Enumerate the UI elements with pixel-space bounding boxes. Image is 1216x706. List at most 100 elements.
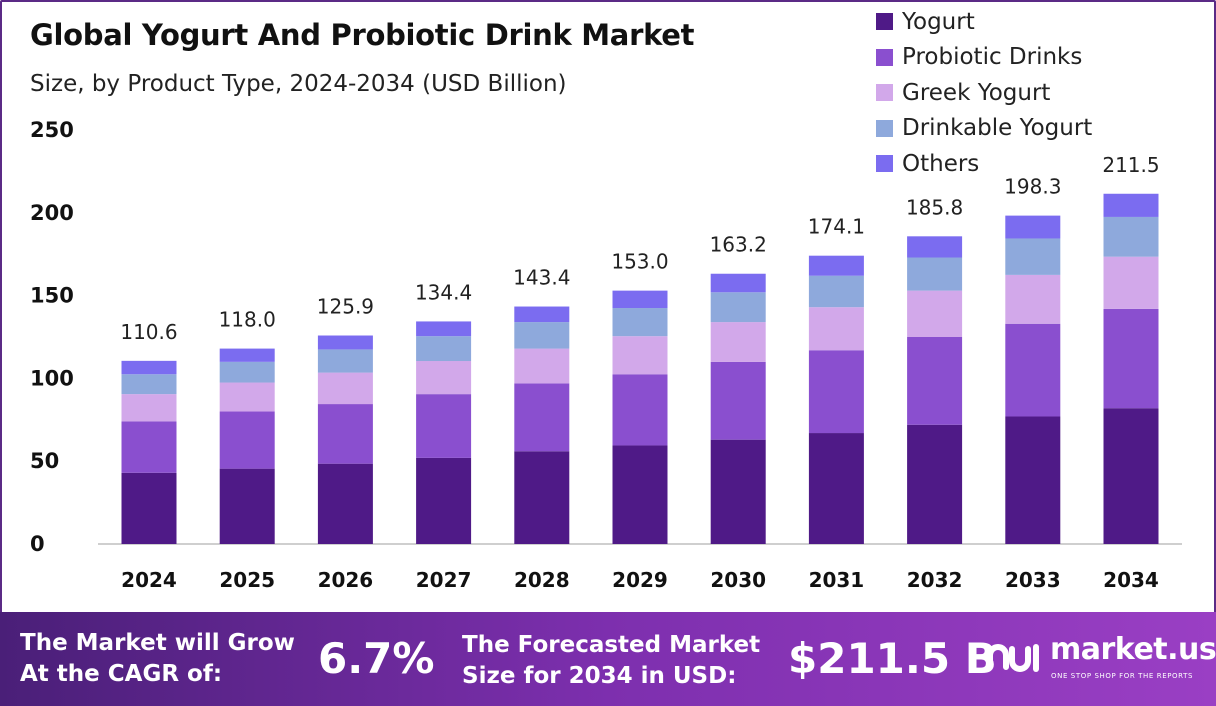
x-tick-label: 2027 [416,568,472,592]
legend-label-others: Others [902,150,980,177]
bar-segment-drinkable-yogurt [219,361,275,383]
bar-stack-2031: 174.1 [808,215,865,544]
x-tick-label: 2025 [219,568,275,592]
bar-segment-others [317,335,373,350]
bar-segment-yogurt [808,433,864,544]
bar-segment-others [416,321,472,337]
forecast-label: The Forecasted Market Size for 2034 in U… [462,630,760,692]
legend-label-drinkable-yogurt: Drinkable Yogurt [902,115,1093,142]
market-us-logo-icon [987,644,1039,672]
bar-segment-greek-yogurt [121,394,177,422]
bar-stack-2028: 143.4 [513,266,570,544]
bar-segment-others [514,306,570,323]
bar-segment-drinkable-yogurt [612,308,668,337]
bar-stack-2034: 211.5 [1102,153,1160,544]
bar-stack-2033: 198.3 [1004,175,1061,544]
bar-segment-probiotic-drinks [121,421,177,473]
bar-stack-2024: 110.6 [120,320,178,544]
legend-label-probiotic-drinks: Probiotic Drinks [902,44,1083,71]
bar-segment-greek-yogurt [317,372,373,405]
bar-segment-others [907,236,963,258]
legend: Yogurt Probiotic Drinks Greek Yogurt Dri… [876,4,1092,182]
bar-segment-probiotic-drinks [1103,308,1159,409]
bar-segment-drinkable-yogurt [317,349,373,373]
chart-subtitle: Size, by Product Type, 2024-2034 (USD Bi… [30,71,567,97]
legend-label-yogurt: Yogurt [902,8,975,35]
bar-segment-greek-yogurt [710,322,766,362]
stacked-bar-chart: 0 50 100 150 200 250 110.6 118.0 125.9 134.4 143.… [30,118,1182,592]
bar-segment-yogurt [416,457,472,544]
bar-stack-2025: 118.0 [219,308,276,544]
bar-segment-probiotic-drinks [1005,323,1061,417]
bar-total-label: 110.6 [120,320,177,344]
bar-total-label: 143.4 [513,266,570,290]
bar-total-label: 153.0 [611,250,668,274]
legend-swatch-probiotic-drinks [876,48,893,66]
y-tick-label: 100 [30,366,74,390]
legend-item-greek-yogurt: Greek Yogurt [876,75,1092,111]
cagr-value: 6.7% [318,634,435,683]
bar-segment-others [612,290,668,309]
bar-segment-probiotic-drinks [317,404,373,464]
footer-banner: The Market will Grow At the CAGR of: 6.7… [0,612,1216,706]
x-tick-label: 2030 [710,568,766,592]
legend-swatch-drinkable-yogurt [876,119,893,137]
bar-segment-greek-yogurt [514,348,570,384]
bar-segment-yogurt [219,468,275,544]
legend-item-others: Others [876,146,1092,182]
bar-segment-yogurt [1103,408,1159,544]
x-tick-label: 2033 [1005,568,1061,592]
bar-segment-drinkable-yogurt [416,336,472,362]
y-tick-label: 250 [30,118,74,142]
bar-total-label: 118.0 [219,308,276,332]
x-axis: 2024 2025 2026 2027 2028 2029 2030 2031 2032 2033… [121,568,1159,592]
bar-segment-greek-yogurt [416,361,472,395]
bar-segment-probiotic-drinks [612,374,668,446]
cagr-label-line2: At the CAGR of: [20,661,223,687]
bar-segment-drinkable-yogurt [1103,216,1159,257]
y-tick-label: 150 [30,284,74,308]
bar-segment-greek-yogurt [219,382,275,412]
bar-stack-2029: 153.0 [611,250,669,544]
bar-segment-yogurt [121,472,177,544]
y-tick-label: 200 [30,201,74,225]
bar-segment-probiotic-drinks [416,394,472,458]
bar-segment-probiotic-drinks [808,350,864,434]
bar-segment-greek-yogurt [612,336,668,375]
forecast-label-line1: The Forecasted Market [462,632,761,658]
bar-segment-yogurt [1005,416,1061,544]
bar-segment-greek-yogurt [1005,274,1061,324]
bar-segment-drinkable-yogurt [710,292,766,323]
bar-segment-others [1005,215,1061,239]
x-tick-label: 2024 [121,568,177,592]
bar-segment-others [1103,193,1159,217]
legend-label-greek-yogurt: Greek Yogurt [902,79,1051,106]
x-tick-label: 2034 [1103,568,1159,592]
forecast-label-line2: Size for 2034 in USD: [462,663,737,689]
x-tick-label: 2031 [809,568,865,592]
bar-segment-others [219,348,275,362]
bar-segment-others [808,255,864,276]
bar-segment-yogurt [907,424,963,544]
legend-item-probiotic-drinks: Probiotic Drinks [876,40,1092,76]
bar-segment-greek-yogurt [907,290,963,337]
bar-segment-others [121,360,177,375]
bar-segment-drinkable-yogurt [121,374,177,395]
bar-segment-yogurt [317,463,373,544]
legend-item-yogurt: Yogurt [876,4,1092,40]
bar-segment-probiotic-drinks [710,361,766,440]
bar-total-label: 125.9 [317,295,374,319]
x-tick-label: 2028 [514,568,570,592]
bar-total-label: 163.2 [710,233,767,257]
legend-swatch-others [876,155,893,173]
logo-tagline: ONE STOP SHOP FOR THE REPORTS [1051,672,1194,680]
bar-segment-probiotic-drinks [907,337,963,425]
bar-segment-drinkable-yogurt [1005,238,1061,275]
bar-total-label: 198.3 [1004,175,1061,199]
legend-swatch-greek-yogurt [876,84,893,102]
bar-total-label: 185.8 [906,195,963,219]
bar-stack-2027: 134.4 [415,280,472,544]
cagr-label-line1: The Market will Grow [20,630,295,656]
y-tick-label: 50 [30,449,59,473]
bar-segment-drinkable-yogurt [808,275,864,308]
